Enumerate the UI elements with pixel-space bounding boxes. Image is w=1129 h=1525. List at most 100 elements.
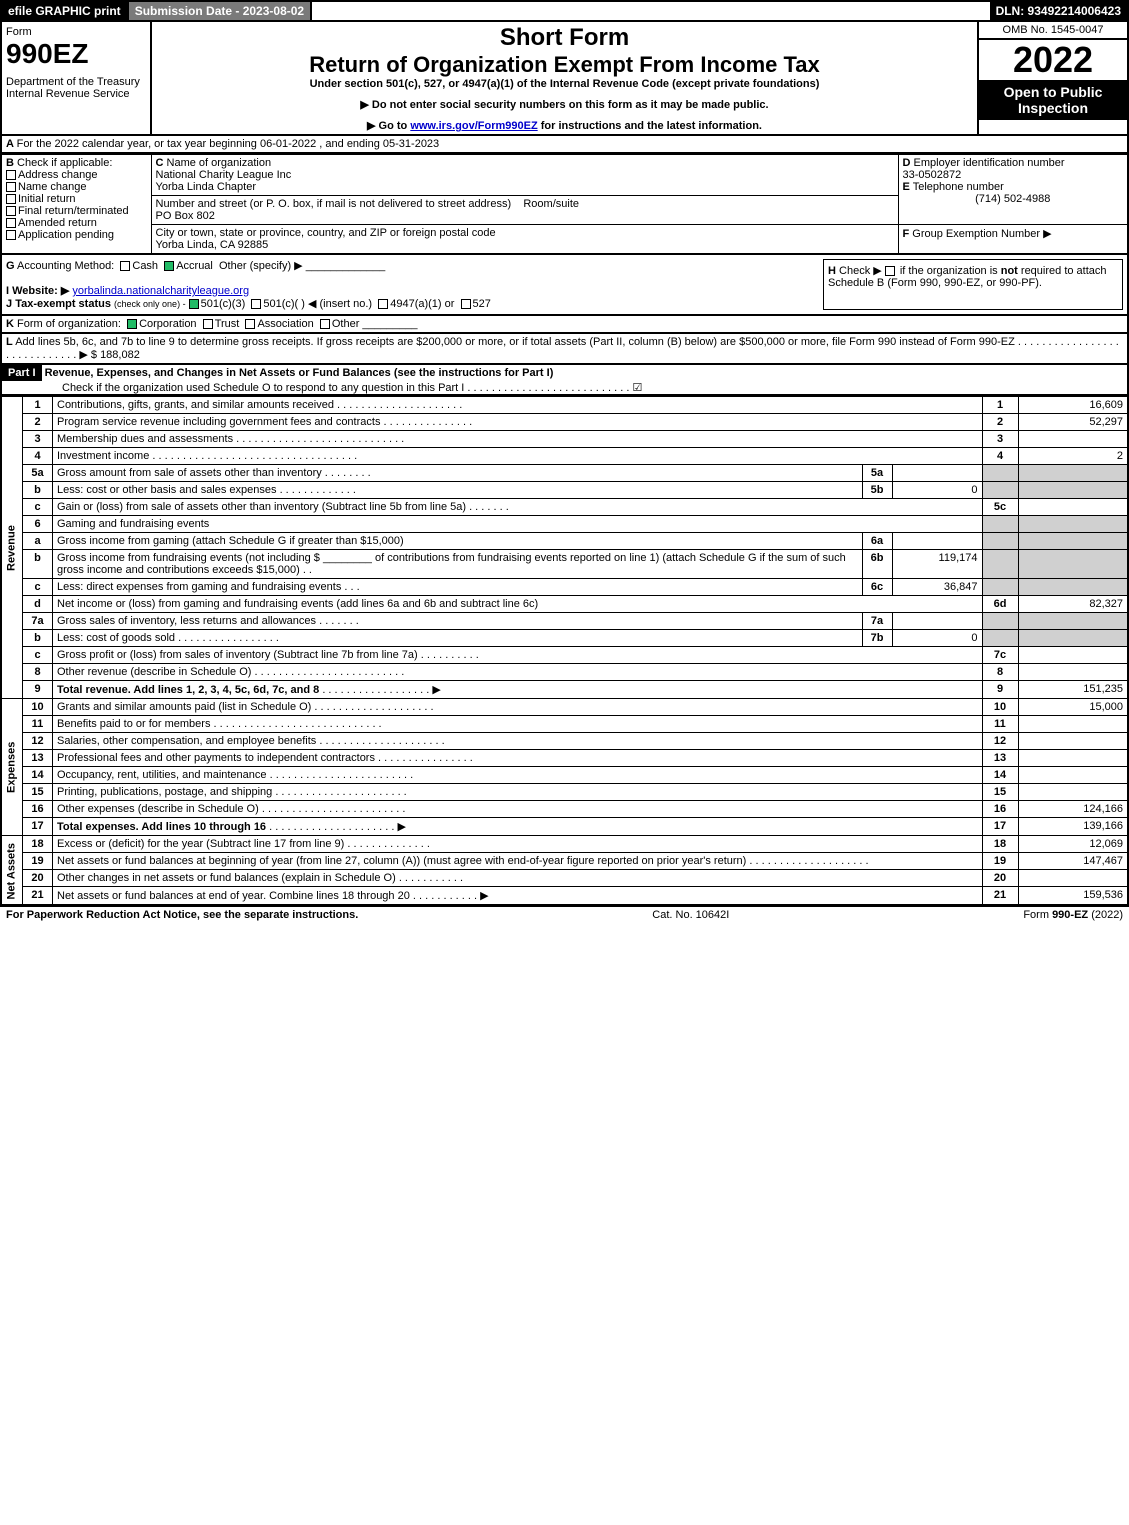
ln-7c-t: Gross profit or (loss) from sales of inv… — [57, 649, 418, 661]
ln-10-n: 10 — [23, 699, 53, 716]
ln-5c-t: Gain or (loss) from sale of assets other… — [57, 501, 466, 513]
cb-4947[interactable] — [378, 299, 388, 309]
cb-527[interactable] — [461, 299, 471, 309]
opt-initial-return: Initial return — [18, 193, 75, 205]
b-label: Check if applicable: — [17, 157, 112, 169]
ln-6d-rn: 6d — [982, 596, 1018, 613]
cb-address-change[interactable] — [6, 170, 16, 180]
ln-21-n: 21 — [23, 887, 53, 906]
section-b: B Check if applicable: Address change Na… — [1, 155, 151, 255]
ln-9-n: 9 — [23, 681, 53, 699]
cb-final-return[interactable] — [6, 206, 16, 216]
ln-13-n: 13 — [23, 750, 53, 767]
ln-7b-t: Less: cost of goods sold — [57, 632, 175, 644]
footer-left: For Paperwork Reduction Act Notice, see … — [6, 909, 358, 921]
cb-schedule-b[interactable] — [885, 266, 895, 276]
ln-6d-v: 82,327 — [1018, 596, 1128, 613]
ln-17-t: Total expenses. Add lines 10 through 16 — [57, 821, 266, 833]
opt-amended-return: Amended return — [18, 217, 97, 229]
efile-label: efile GRAPHIC print — [2, 2, 129, 20]
ln-7b-sv: 0 — [892, 630, 982, 647]
ln-1-rn: 1 — [982, 397, 1018, 414]
ln-5c-rn: 5c — [982, 499, 1018, 516]
h-pre: Check ▶ — [839, 265, 885, 277]
part1-checkbox[interactable]: ☑ — [632, 382, 642, 394]
ln-8-t: Other revenue (describe in Schedule O) — [57, 666, 251, 678]
form-number: 990EZ — [6, 38, 146, 70]
part1-check-text: Check if the organization used Schedule … — [62, 382, 464, 394]
line-a-text: For the 2022 calendar year, or tax year … — [17, 138, 440, 150]
ln-5b-rn-shade — [982, 482, 1018, 499]
ln-7a-t: Gross sales of inventory, less returns a… — [57, 615, 316, 627]
ln-6b-rn-shade — [982, 550, 1018, 579]
org-name: National Charity League Inc Yorba Linda … — [156, 169, 292, 193]
f-arrow: ▶ — [1043, 228, 1051, 240]
ln-20-t: Other changes in net assets or fund bala… — [57, 872, 396, 884]
k-other: Other — [332, 318, 360, 330]
tax-year: 2022 — [979, 40, 1127, 80]
ln-9-rn: 9 — [982, 681, 1018, 699]
section-h: H Check ▶ if the organization is not req… — [823, 259, 1123, 310]
cb-501c3[interactable] — [189, 299, 199, 309]
cb-name-change[interactable] — [6, 182, 16, 192]
cb-corp[interactable] — [127, 319, 137, 329]
ln-12-t: Salaries, other compensation, and employ… — [57, 735, 316, 747]
ln-6b-sn: 6b — [862, 550, 892, 579]
cb-amended-return[interactable] — [6, 218, 16, 228]
page-footer: For Paperwork Reduction Act Notice, see … — [0, 906, 1129, 923]
form-header-left: Form 990EZ Department of the Treasury In… — [2, 22, 152, 134]
cb-cash[interactable] — [120, 261, 130, 271]
ln-6-rn-shade — [982, 516, 1018, 533]
l-arrow: ▶ $ — [79, 349, 97, 361]
section-g: G Accounting Method: Cash Accrual Other … — [6, 259, 823, 310]
ln-6-t: Gaming and fundraising events — [57, 518, 209, 530]
form-header-mid: Short Form Return of Organization Exempt… — [152, 22, 977, 134]
ln-20-v — [1018, 870, 1128, 887]
ln-16-n: 16 — [23, 801, 53, 818]
ln-2-n: 2 — [23, 414, 53, 431]
cb-assoc[interactable] — [245, 319, 255, 329]
section-f: F Group Exemption Number ▶ — [898, 225, 1128, 255]
netassets-label: Net Assets — [1, 836, 23, 906]
ln-5b-sn: 5b — [862, 482, 892, 499]
irs-link[interactable]: www.irs.gov/Form990EZ — [410, 120, 537, 132]
cb-accrual[interactable] — [164, 261, 174, 271]
ln-21-arrow: ▶ — [480, 890, 488, 902]
ln-6c-sn: 6c — [862, 579, 892, 596]
omb-number: OMB No. 1545-0047 — [979, 22, 1127, 40]
part1-title: Revenue, Expenses, and Changes in Net As… — [45, 367, 554, 379]
expenses-label: Expenses — [1, 699, 23, 836]
opt-name-change: Name change — [18, 181, 87, 193]
ln-15-rn: 15 — [982, 784, 1018, 801]
cb-trust[interactable] — [203, 319, 213, 329]
ln-9-v: 151,235 — [1018, 681, 1128, 699]
j-label: Tax-exempt status — [15, 298, 111, 310]
city-label: City or town, state or province, country… — [156, 227, 496, 239]
cb-other-org[interactable] — [320, 319, 330, 329]
cb-application-pending[interactable] — [6, 230, 16, 240]
ln-9-arrow: ▶ — [432, 684, 440, 696]
ln-1-n: 1 — [23, 397, 53, 414]
ln-2-v: 52,297 — [1018, 414, 1128, 431]
website-link[interactable]: yorbalinda.nationalcharityleague.org — [72, 285, 249, 297]
ln-6c-sv: 36,847 — [892, 579, 982, 596]
ln-6c-v-shade — [1018, 579, 1128, 596]
ln-5a-rn-shade — [982, 465, 1018, 482]
opt-final-return: Final return/terminated — [18, 205, 129, 217]
ln-5b-sv: 0 — [892, 482, 982, 499]
ln-5c-v — [1018, 499, 1128, 516]
ln-7a-sn: 7a — [862, 613, 892, 630]
h-post: if the organization is — [900, 265, 1001, 277]
cb-501c[interactable] — [251, 299, 261, 309]
ln-5a-sn: 5a — [862, 465, 892, 482]
l-amount: 188,082 — [100, 349, 140, 361]
ln-6a-rn-shade — [982, 533, 1018, 550]
g-cash: Cash — [132, 260, 158, 272]
cb-initial-return[interactable] — [6, 194, 16, 204]
ln-5b-v-shade — [1018, 482, 1128, 499]
ln-14-v — [1018, 767, 1128, 784]
ln-6d-n: d — [23, 596, 53, 613]
ln-1-v: 16,609 — [1018, 397, 1128, 414]
form-word: Form — [6, 26, 146, 38]
ln-14-t: Occupancy, rent, utilities, and maintena… — [57, 769, 267, 781]
